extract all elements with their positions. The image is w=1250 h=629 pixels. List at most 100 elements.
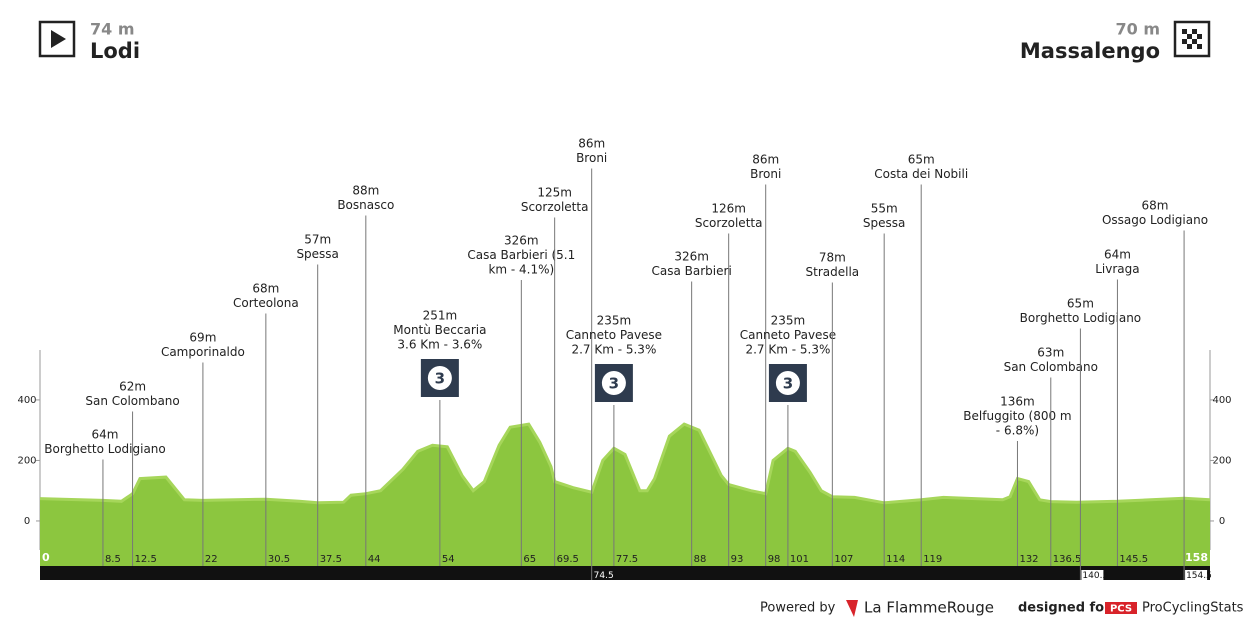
waypoint-label: 65m — [1067, 297, 1094, 311]
waypoint-label: 57m — [304, 233, 331, 247]
waypoint-label: 55m — [871, 202, 898, 216]
km-label: 54 — [442, 554, 455, 565]
waypoint-label: 68m — [252, 282, 279, 296]
climb-badge-circle — [601, 371, 626, 395]
waypoint-label: Spessa — [296, 247, 338, 261]
waypoint-label: 326m — [504, 234, 539, 248]
waypoint-label: Broni — [750, 167, 781, 181]
waypoint-label: Camporinaldo — [161, 345, 245, 359]
finish-icon — [1173, 20, 1211, 58]
km-label: 88 — [694, 554, 707, 565]
waypoint-label: - 6.8%) — [996, 424, 1039, 438]
km-label: 12.5 — [135, 554, 157, 565]
km-label: 145.5 — [1119, 554, 1148, 565]
km-label-box — [1081, 570, 1104, 580]
start-icon — [38, 20, 76, 58]
profile-outline — [39, 422, 1211, 505]
km-label: 114 — [886, 554, 905, 565]
waypoint-label: Broni — [576, 151, 607, 165]
km-label: 154.5 — [1186, 571, 1212, 581]
waypoint-label: Ossago Lodigiano — [1102, 213, 1208, 227]
waypoint-label: 88m — [352, 184, 379, 198]
start-altitude: 74 m — [90, 20, 135, 39]
km-label-box — [1185, 570, 1208, 580]
bottom-bar — [40, 566, 1210, 580]
waypoint-label: 235m — [597, 314, 632, 328]
start-name: Lodi — [90, 39, 140, 63]
waypoint-label: 326m — [674, 250, 709, 264]
km-label: 101 — [790, 554, 809, 565]
waypoint-label: Scorzoletta — [521, 200, 589, 214]
waypoint-label: Costa dei Nobili — [874, 167, 968, 181]
waypoint-label: 64m — [92, 428, 119, 442]
waypoint-label: San Colombano — [1004, 360, 1098, 374]
waypoint-label: Belfuggito (800 m — [963, 409, 1071, 423]
waypoint-label: 2.7 Km - 5.3% — [745, 343, 830, 357]
km-label: 140.5 — [1082, 571, 1108, 581]
waypoint-label: Borghetto Lodigiano — [44, 442, 166, 456]
finish-header: 70 m Massalengo — [1020, 20, 1211, 63]
brand-icon — [846, 600, 858, 617]
y-tick-label: 0 — [1219, 516, 1225, 527]
waypoint-label: 86m — [578, 137, 605, 151]
waypoint-label: 63m — [1037, 346, 1064, 360]
waypoint-label: Stradella — [806, 265, 860, 279]
waypoint-label: Bosnasco — [337, 198, 394, 212]
km-label: 8.5 — [105, 554, 121, 565]
waypoint-label: 65m — [908, 153, 935, 167]
km-label: 22 — [205, 554, 218, 565]
start-arrow — [51, 30, 66, 48]
y-tick-label: 200 — [17, 455, 36, 466]
waypoint-label: 68m — [1142, 199, 1169, 213]
climb-badge-circle — [775, 371, 800, 395]
waypoint-label: 136m — [1000, 395, 1035, 409]
waypoint-label: Livraga — [1095, 262, 1139, 276]
waypoint-label: Borghetto Lodigiano — [1020, 311, 1142, 325]
km-label: 74.5 — [594, 571, 614, 581]
waypoint-label: 125m — [537, 186, 572, 200]
pcs-logo: PCS — [1110, 604, 1132, 615]
waypoint-label: 62m — [119, 380, 146, 394]
y-tick-label: 200 — [1212, 455, 1231, 466]
km-start: 0 — [42, 551, 50, 564]
waypoint-label: Canneto Pavese — [740, 328, 836, 342]
km-label: 77.5 — [616, 554, 638, 565]
waypoint-label: Corteolona — [233, 296, 299, 310]
waypoint-label: 64m — [1104, 248, 1131, 262]
waypoint-label: 86m — [752, 153, 779, 167]
waypoint-label: 69m — [189, 331, 216, 345]
waypoint-label: Casa Barbieri (5.1 — [467, 248, 575, 262]
climb-category: 3 — [783, 375, 793, 393]
site-name: ProCyclingStats — [1142, 601, 1244, 616]
waypoint-label: Montù Beccaria — [393, 323, 486, 337]
waypoint-label: 251m — [423, 309, 458, 323]
waypoint-label: km - 4.1%) — [488, 263, 554, 277]
y-tick-label: 400 — [1212, 395, 1231, 406]
footer: Powered by La FlammeRouge designed for P… — [760, 599, 1244, 617]
waypoint-label: 3.6 Km - 3.6% — [397, 338, 482, 352]
climb-category: 3 — [609, 375, 619, 393]
powered-by: Powered by — [760, 601, 836, 616]
finish-name: Massalengo — [1020, 39, 1160, 63]
waypoint-label: 126m — [711, 202, 746, 216]
waypoint-label: Spessa — [863, 216, 905, 230]
pcs-badge — [1105, 602, 1137, 614]
waypoint-label: San Colombano — [85, 394, 179, 408]
km-label: 37.5 — [320, 554, 342, 565]
km-label-box — [592, 570, 615, 580]
km-label: 132 — [1019, 554, 1038, 565]
y-tick-label: 0 — [24, 516, 30, 527]
profile-area — [40, 424, 1210, 566]
start-header: 74 m Lodi — [38, 20, 140, 63]
km-label: 69.5 — [557, 554, 579, 565]
designed-for: designed for — [1018, 601, 1111, 616]
km-label: 65 — [523, 554, 536, 565]
km-label: 93 — [731, 554, 744, 565]
waypoint-label: Casa Barbieri — [652, 264, 732, 278]
km-label: 44 — [368, 554, 381, 565]
finish-altitude: 70 m — [1115, 20, 1160, 39]
km-label: 98 — [768, 554, 781, 565]
waypoint-label: 235m — [771, 314, 806, 328]
